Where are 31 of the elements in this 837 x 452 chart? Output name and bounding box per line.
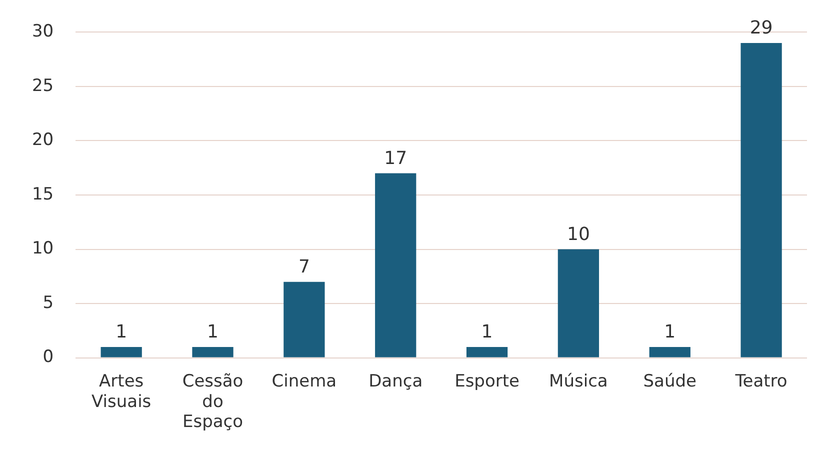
data-label: 7 xyxy=(298,256,310,278)
x-tick-label: Esporte xyxy=(454,371,520,392)
bar xyxy=(375,173,416,358)
data-label: 29 xyxy=(750,18,773,39)
x-tick-label: Cinema xyxy=(272,371,337,392)
data-label: 17 xyxy=(384,148,408,169)
data-label: 1 xyxy=(207,322,218,343)
x-tick-label: Saúde xyxy=(643,371,696,392)
data-label: 1 xyxy=(116,322,128,343)
y-tick-label: 15 xyxy=(32,184,54,204)
x-tick-label: Cessão do Espaço xyxy=(182,371,244,432)
bar xyxy=(284,282,325,358)
bar xyxy=(192,346,234,358)
y-tick-label: 25 xyxy=(32,76,54,96)
x-tick-label: Dança xyxy=(368,371,423,392)
data-label: 1 xyxy=(481,322,493,343)
bar xyxy=(649,346,690,358)
y-tick-label: 10 xyxy=(32,238,54,259)
bar xyxy=(740,43,782,358)
bar xyxy=(100,346,142,358)
x-tick-label: Música xyxy=(549,371,608,392)
x-tick-label: Artes Visuais xyxy=(92,371,152,412)
data-label: 10 xyxy=(566,224,590,245)
bar xyxy=(558,249,600,358)
y-tick-label: 0 xyxy=(42,347,54,368)
y-tick-label: 20 xyxy=(32,130,54,150)
bar xyxy=(466,346,508,358)
x-tick-label: Teatro xyxy=(734,371,788,392)
data-label: 1 xyxy=(664,322,676,343)
y-tick-label: 5 xyxy=(42,292,54,313)
y-tick-label: 30 xyxy=(32,22,54,42)
